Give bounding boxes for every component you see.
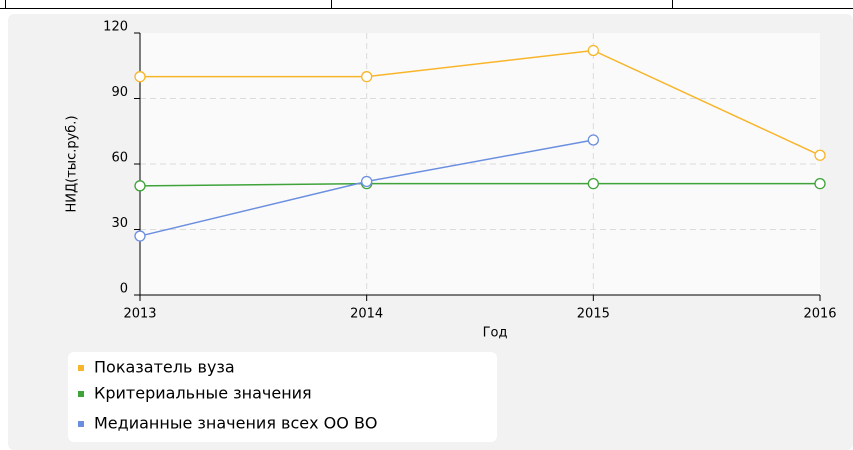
y-tick-label: 120 [103,20,128,35]
legend [68,352,497,442]
x-tick-label: 2016 [803,307,836,322]
point [587,44,599,57]
y-tick-label: 0 [120,282,128,297]
legend-marker [78,421,84,427]
series-line [139,182,820,187]
series-line [140,49,821,156]
legend-label: Медианные значения всех ОО ВО [94,414,378,433]
point [814,177,826,190]
y-tick-label: 60 [111,151,128,166]
legend-label: Показатель вуза [94,358,235,377]
point [587,177,599,190]
table-border [0,0,853,9]
x-tick-label: 2014 [350,307,383,322]
point [134,71,146,83]
legend-marker [78,365,84,371]
point [814,149,826,161]
point [134,180,146,192]
x-axis-label: Год [483,326,508,341]
point [134,230,146,242]
point [361,175,373,188]
point [587,134,599,146]
y-tick-label: 30 [111,216,128,231]
legend-label: Критериальные значения [94,384,312,403]
x-tick-label: 2013 [123,307,156,322]
y-tick-label: 90 [111,85,128,100]
y-axis-label: НИД(тыс.руб.) [65,115,80,212]
x-tick-label: 2015 [577,307,610,322]
point [361,71,373,83]
legend-marker [78,391,84,397]
